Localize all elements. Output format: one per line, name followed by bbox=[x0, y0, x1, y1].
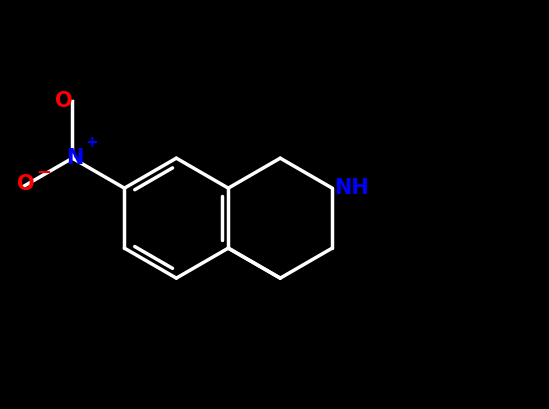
Text: O: O bbox=[55, 91, 73, 111]
Text: +: + bbox=[85, 135, 98, 151]
Text: O: O bbox=[17, 174, 35, 194]
Text: NH: NH bbox=[334, 178, 368, 198]
Text: −: − bbox=[36, 164, 52, 182]
Text: N: N bbox=[66, 148, 84, 168]
